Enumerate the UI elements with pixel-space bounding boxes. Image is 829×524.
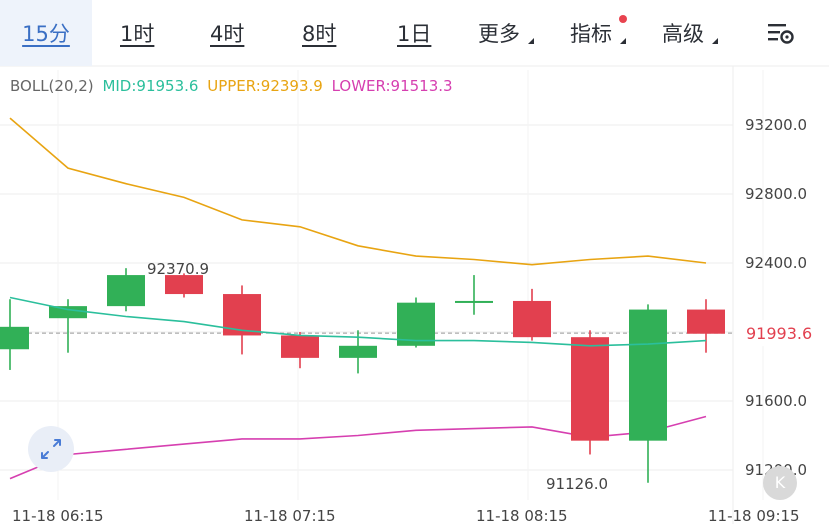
high-annotation: 92370.9 [147, 260, 209, 278]
boll-mid-line [9, 296, 707, 347]
tab-1h-label: 1时 [120, 22, 155, 46]
tab-1h[interactable]: 1时 [120, 0, 154, 66]
more-label: 更多 [478, 22, 520, 46]
candle-body [513, 300, 551, 338]
expand-chart-button[interactable] [28, 426, 74, 472]
tab-15m[interactable]: 15分 [0, 0, 92, 66]
candle-body [629, 309, 667, 441]
boll-upper-line [9, 117, 707, 266]
candle-body [339, 345, 377, 358]
x-tick-label: 11-18 06:15 [12, 507, 104, 524]
candle-body [107, 275, 145, 307]
boll-legend: BOLL(20,2) MID:91953.6 UPPER:92393.9 LOW… [10, 77, 457, 95]
advanced-dropdown[interactable]: 高级 [662, 0, 704, 66]
candle-body [0, 326, 29, 350]
advanced-caret-icon [712, 38, 718, 44]
candle-body [223, 294, 261, 336]
y-tick-label: 93200.0 [745, 116, 807, 134]
more-caret-icon [528, 38, 534, 44]
tab-1d[interactable]: 1日 [397, 0, 431, 66]
candle-body [687, 309, 725, 334]
tab-15m-label: 15分 [22, 22, 70, 46]
candle-body [455, 300, 493, 303]
toolbar: 15分 1时 4时 8时 1日 更多 指标 高级 [0, 0, 829, 66]
y-tick-label: 92800.0 [745, 185, 807, 203]
tab-4h-label: 4时 [210, 22, 245, 46]
boll-legend-lower: LOWER:91513.3 [331, 77, 453, 95]
y-tick-label: 91600.0 [745, 392, 807, 410]
current-price-tag [734, 320, 829, 347]
tab-4h[interactable]: 4时 [210, 0, 244, 66]
current-price-label: 91993.6 [746, 324, 812, 343]
boll-legend-name: BOLL(20,2) [10, 77, 94, 95]
k-logo-button[interactable]: K [763, 466, 797, 500]
boll-legend-upper: UPPER:92393.9 [207, 77, 323, 95]
x-tick-label: 11-18 07:15 [244, 507, 336, 524]
candle-body [571, 337, 609, 441]
indicator-notification-dot [619, 15, 627, 23]
x-tick-label: 11-18 09:15 [708, 507, 800, 524]
indicator-caret-icon [620, 38, 626, 44]
expand-arrows-icon [41, 439, 61, 459]
candle-body [165, 275, 203, 295]
tab-8h-label: 8时 [302, 22, 337, 46]
tab-8h[interactable]: 8时 [302, 0, 336, 66]
y-tick-label: 92400.0 [745, 254, 807, 272]
more-dropdown[interactable]: 更多 [478, 0, 520, 66]
indicator-dropdown[interactable]: 指标 [570, 0, 612, 66]
x-tick-label: 11-18 08:15 [476, 507, 568, 524]
candle-body [281, 335, 319, 358]
indicator-label: 指标 [570, 22, 612, 46]
advanced-label: 高级 [662, 22, 704, 46]
low-annotation: 91126.0 [546, 475, 608, 493]
candle-body [49, 306, 87, 319]
candle-body [397, 302, 435, 346]
boll-legend-mid: MID:91953.6 [102, 77, 199, 95]
chart-settings-icon[interactable] [766, 21, 796, 47]
tab-1d-label: 1日 [397, 22, 432, 46]
